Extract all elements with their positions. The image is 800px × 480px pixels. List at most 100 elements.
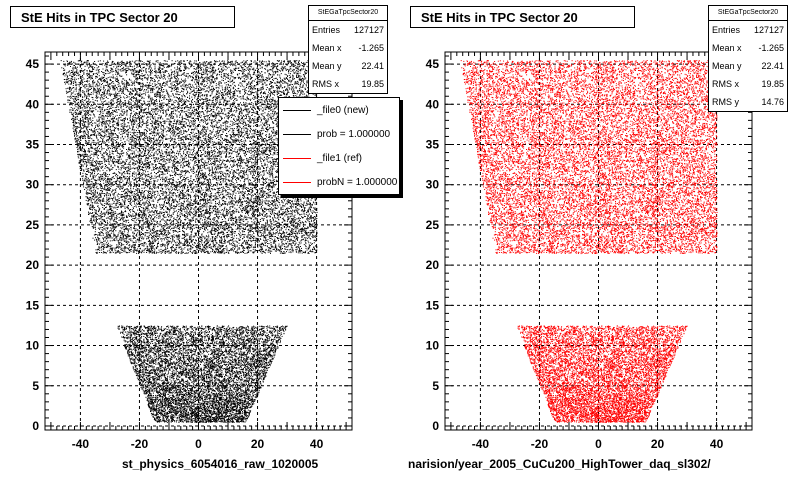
hit-point bbox=[129, 166, 131, 168]
hit-point bbox=[131, 204, 133, 206]
hit-point bbox=[186, 238, 188, 240]
hit-point bbox=[168, 236, 170, 238]
hit-point bbox=[84, 95, 86, 97]
hit-point bbox=[256, 170, 258, 172]
hit-point bbox=[191, 229, 193, 230]
hit-point bbox=[83, 123, 85, 125]
hit-point bbox=[244, 145, 246, 147]
hit-point bbox=[250, 147, 252, 149]
hit-point bbox=[266, 77, 268, 79]
hit-point bbox=[154, 249, 156, 251]
hit-point bbox=[238, 96, 240, 98]
hit-point bbox=[87, 193, 89, 195]
hit-point bbox=[230, 138, 232, 140]
hit-point bbox=[109, 126, 111, 128]
hit-point bbox=[95, 84, 97, 86]
hit-point bbox=[168, 118, 170, 120]
hit-point bbox=[117, 121, 119, 123]
hit-point bbox=[250, 141, 251, 142]
hit-point bbox=[88, 90, 90, 91]
hit-point bbox=[230, 243, 232, 245]
hit-point bbox=[183, 129, 185, 131]
hit-point bbox=[296, 225, 298, 227]
hit-point bbox=[181, 134, 183, 135]
hit-point bbox=[173, 236, 175, 238]
hit-point bbox=[205, 194, 207, 196]
hit-point bbox=[294, 200, 296, 202]
hit-point bbox=[207, 223, 209, 224]
hit-point bbox=[89, 160, 91, 161]
hit-point bbox=[201, 158, 203, 160]
hit-point bbox=[177, 231, 179, 233]
hit-point bbox=[230, 72, 232, 74]
hit-point bbox=[192, 167, 194, 169]
hit-point bbox=[292, 249, 294, 251]
hit-point bbox=[147, 142, 149, 144]
hit-point bbox=[273, 82, 275, 84]
hit-point bbox=[263, 196, 264, 198]
hit-point bbox=[256, 119, 258, 121]
hit-point bbox=[273, 236, 275, 238]
hit-point bbox=[127, 125, 129, 127]
hit-point bbox=[235, 139, 236, 141]
hit-point bbox=[179, 91, 181, 93]
hit-point bbox=[148, 109, 149, 111]
hit-point bbox=[142, 133, 144, 135]
histogram-panel-left: -40 -20 0 20 40 0 5 10 15 20 25 30 35 40 45 StE Hits i… bbox=[10, 5, 400, 471]
hit-point bbox=[255, 111, 257, 113]
hit-point bbox=[277, 87, 279, 89]
hit-point bbox=[133, 124, 135, 125]
hit-point bbox=[177, 106, 179, 108]
hit-point bbox=[201, 161, 203, 163]
hit-point bbox=[150, 153, 151, 155]
hit-point bbox=[294, 60, 296, 62]
hit-point bbox=[107, 107, 109, 108]
hit-point bbox=[245, 151, 246, 153]
hit-point bbox=[189, 201, 191, 203]
hit-point bbox=[166, 66, 168, 68]
hit-point bbox=[205, 73, 207, 75]
hit-point bbox=[195, 206, 197, 208]
hit-point bbox=[86, 65, 88, 67]
hit-point bbox=[125, 226, 127, 228]
hit-point bbox=[237, 139, 239, 141]
hit-point bbox=[116, 183, 118, 185]
hit-point bbox=[157, 133, 159, 135]
hit-point bbox=[270, 174, 272, 176]
hit-point bbox=[217, 133, 219, 134]
hit-point bbox=[108, 120, 110, 122]
hit-point bbox=[245, 125, 247, 127]
hit-point bbox=[213, 210, 214, 212]
hit-point bbox=[93, 153, 95, 155]
hit-point bbox=[63, 64, 65, 66]
hit-point bbox=[203, 95, 205, 97]
hit-point bbox=[80, 75, 82, 77]
hit-point bbox=[193, 151, 194, 153]
hit-point bbox=[275, 77, 277, 79]
hit-point bbox=[273, 181, 274, 183]
hit-point bbox=[297, 205, 299, 206]
hit-point bbox=[152, 116, 154, 118]
hit-point bbox=[260, 235, 262, 237]
hit-point bbox=[123, 66, 125, 68]
hit-point bbox=[194, 101, 196, 103]
hit-point bbox=[300, 210, 302, 212]
hit-point bbox=[220, 63, 222, 65]
hit-point bbox=[233, 135, 235, 137]
hit-point bbox=[208, 77, 209, 79]
hit-point bbox=[124, 176, 126, 178]
hit-point bbox=[177, 60, 179, 62]
hit-point bbox=[135, 212, 137, 214]
hit-point bbox=[106, 206, 107, 208]
hit-point bbox=[221, 69, 223, 71]
hit-point bbox=[114, 89, 116, 91]
hit-point bbox=[208, 202, 210, 203]
hit-point bbox=[234, 101, 236, 103]
hit-point bbox=[95, 96, 97, 97]
hit-point bbox=[82, 123, 84, 125]
hit-point bbox=[148, 223, 150, 225]
hit-point bbox=[260, 145, 262, 146]
hit-point bbox=[138, 143, 140, 145]
hit-point bbox=[83, 122, 85, 124]
hit-point bbox=[150, 172, 152, 174]
